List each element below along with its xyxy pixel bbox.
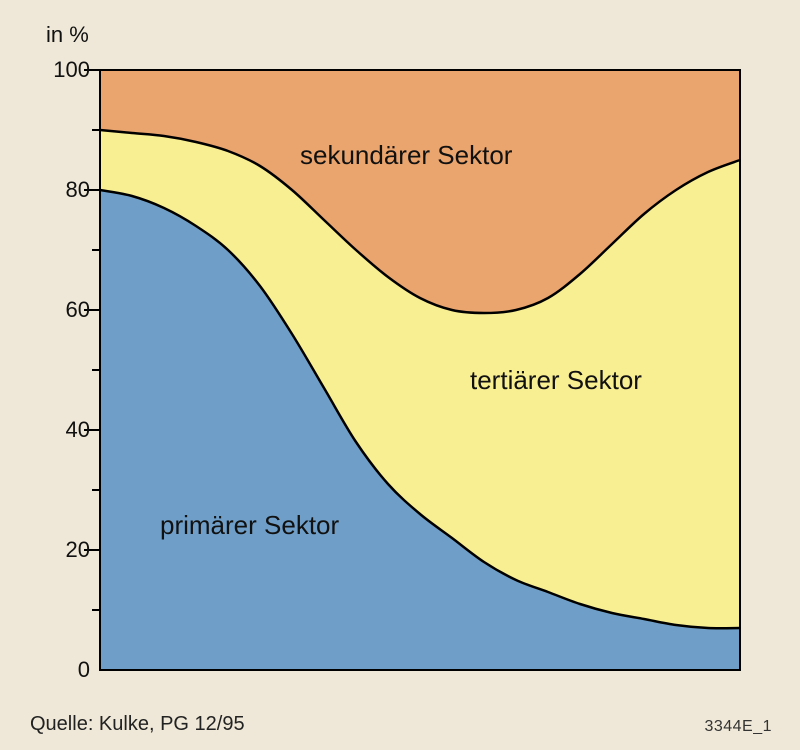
source-text: Quelle: Kulke, PG 12/95	[30, 713, 245, 736]
ytick-label: 40	[30, 417, 90, 443]
label-primary: primärer Sektor	[160, 510, 339, 541]
label-secondary: sekundärer Sektor	[300, 140, 512, 171]
ytick-label: 20	[30, 537, 90, 563]
ytick-label: 80	[30, 177, 90, 203]
ytick-label: 60	[30, 297, 90, 323]
y-axis-title: in %	[46, 22, 89, 48]
label-tertiary: tertiärer Sektor	[470, 365, 642, 396]
id-code: 3344E_1	[704, 718, 772, 736]
ytick-label: 0	[30, 657, 90, 683]
ytick-label: 100	[30, 57, 90, 83]
